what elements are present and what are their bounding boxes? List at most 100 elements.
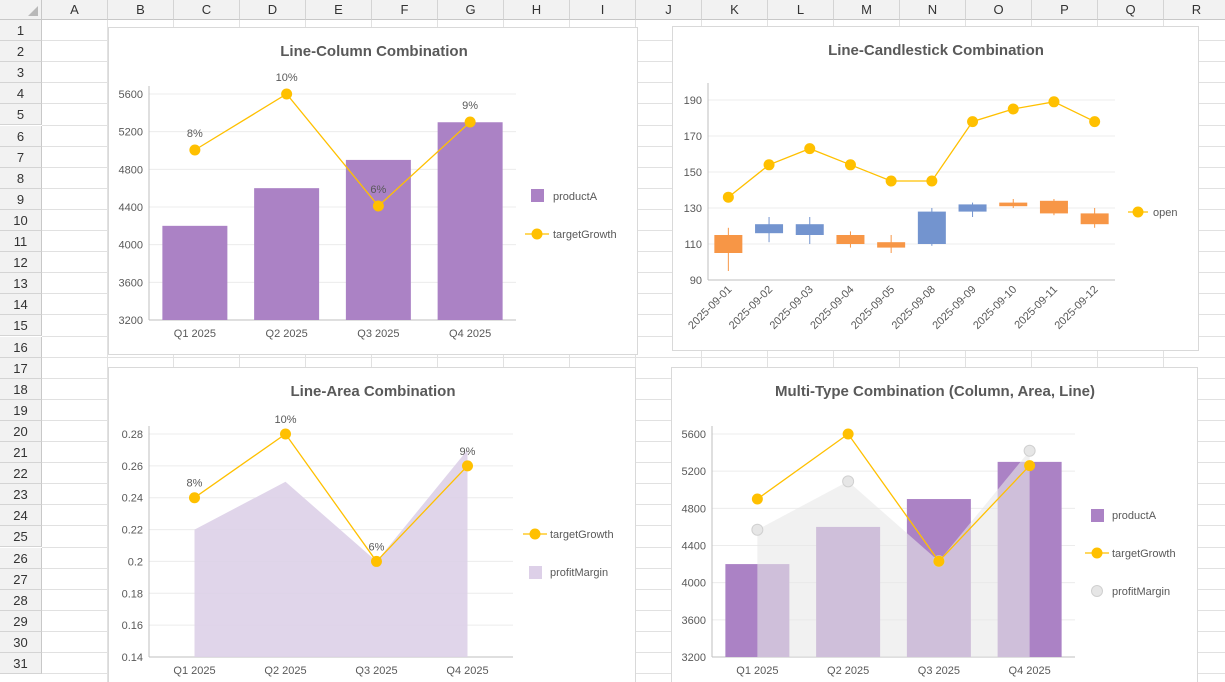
row-header-23[interactable]: 23 xyxy=(0,484,42,506)
row-header-22[interactable]: 22 xyxy=(0,463,42,485)
column-header-f[interactable]: F xyxy=(372,0,438,20)
chart-multi-type[interactable]: Multi-Type Combination (Column, Area, Li… xyxy=(671,367,1198,682)
y-tick-label: 110 xyxy=(684,239,702,251)
row-header-25[interactable]: 25 xyxy=(0,526,42,548)
column-header-g[interactable]: G xyxy=(438,0,504,20)
legend-swatch-producta xyxy=(531,189,544,202)
legend-label-targetgrowth: targetGrowth xyxy=(553,229,617,241)
y-tick-label: 4800 xyxy=(119,164,143,176)
y-tick-label: 4400 xyxy=(119,202,143,214)
chart-title: Multi-Type Combination (Column, Area, Li… xyxy=(775,383,1095,400)
column-header-j[interactable]: J xyxy=(636,0,702,20)
chart-line-candlestick[interactable]: Line-Candlestick Combination 90 110 130 150 1… xyxy=(672,26,1199,351)
row-header-29[interactable]: 29 xyxy=(0,610,42,632)
y-tick-label: 0.22 xyxy=(122,525,143,537)
column-header-e[interactable]: E xyxy=(306,0,372,20)
chart-line-column-plot: Line-Column Combination 3200 3600 4000 4400 4… xyxy=(119,43,617,340)
column-header-d[interactable]: D xyxy=(240,0,306,20)
row-header-8[interactable]: 8 xyxy=(0,167,42,189)
line-marker xyxy=(1089,116,1101,128)
column-header-n[interactable]: N xyxy=(900,0,966,20)
row-header-10[interactable]: 10 xyxy=(0,209,42,231)
column-header-c[interactable]: C xyxy=(174,0,240,20)
series-line-open xyxy=(727,101,1095,198)
row-header-27[interactable]: 27 xyxy=(0,568,42,590)
row-header-26[interactable]: 26 xyxy=(0,547,42,569)
chart-line-area[interactable]: Line-Area Combination 0.14 0.16 0.18 0.2 0.22… xyxy=(108,367,636,682)
column-header-k[interactable]: K xyxy=(702,0,768,20)
row-header-18[interactable]: 18 xyxy=(0,378,42,400)
y-tick-label: 0.24 xyxy=(122,493,143,505)
row-header-24[interactable]: 24 xyxy=(0,505,42,527)
column-header-m[interactable]: M xyxy=(834,0,900,20)
line-marker xyxy=(751,493,763,505)
column-header-o[interactable]: O xyxy=(966,0,1032,20)
line-marker xyxy=(462,460,473,472)
row-header-2[interactable]: 2 xyxy=(0,41,42,63)
row-header-6[interactable]: 6 xyxy=(0,125,42,147)
row-header-28[interactable]: 28 xyxy=(0,589,42,611)
line-marker xyxy=(885,175,897,187)
column-header-h[interactable]: H xyxy=(504,0,570,20)
row-header-19[interactable]: 19 xyxy=(0,399,42,421)
select-all-corner[interactable] xyxy=(0,0,42,20)
line-marker xyxy=(281,88,293,100)
row-header-9[interactable]: 9 xyxy=(0,188,42,210)
row-header-12[interactable]: 12 xyxy=(0,252,42,274)
legend-label-producta: productA xyxy=(1112,510,1157,522)
row-header-13[interactable]: 13 xyxy=(0,273,42,295)
row-header-4[interactable]: 4 xyxy=(0,83,42,105)
row-header-21[interactable]: 21 xyxy=(0,442,42,464)
column-header-p[interactable]: P xyxy=(1032,0,1098,20)
column-header-q[interactable]: Q xyxy=(1098,0,1164,20)
line-marker xyxy=(1024,460,1036,472)
y-tick-label: 190 xyxy=(684,95,702,107)
legend-label-targetgrowth: targetGrowth xyxy=(550,529,614,541)
y-tick-label: 4000 xyxy=(682,578,706,590)
line-marker xyxy=(722,191,734,203)
row-header-5[interactable]: 5 xyxy=(0,104,42,126)
line-marker xyxy=(842,428,854,440)
line-marker xyxy=(371,555,382,567)
legend-label-open: open xyxy=(1153,207,1177,219)
row-header-1[interactable]: 1 xyxy=(0,20,42,42)
row-header-31[interactable]: 31 xyxy=(0,653,42,675)
row-header-11[interactable]: 11 xyxy=(0,231,42,253)
series-line-targetgrowth xyxy=(194,433,468,563)
legend-marker-targetgrowth xyxy=(529,528,541,540)
chart-line-column[interactable]: Line-Column Combination 3200 3600 4000 4400 4… xyxy=(108,27,638,355)
candle-body xyxy=(1080,213,1109,225)
row-header-7[interactable]: 7 xyxy=(0,146,42,168)
y-tick-label: 3600 xyxy=(119,277,143,289)
data-label: 8% xyxy=(187,478,203,490)
y-tick-label: 0.2 xyxy=(128,556,143,568)
x-tick-label: 2025-09-10 xyxy=(971,284,1019,332)
row-header-16[interactable]: 16 xyxy=(0,336,42,358)
column-header-r[interactable]: R xyxy=(1164,0,1225,20)
column-header-i[interactable]: I xyxy=(570,0,636,20)
column-header-a[interactable]: A xyxy=(42,0,108,20)
y-tick-label: 0.18 xyxy=(122,588,143,600)
x-tick-label: Q3 2025 xyxy=(357,328,399,340)
row-header-20[interactable]: 20 xyxy=(0,420,42,442)
y-tick-label: 170 xyxy=(684,131,702,143)
x-tick-label: Q2 2025 xyxy=(827,665,869,677)
chart-title: Line-Area Combination xyxy=(290,383,455,400)
x-tick-label: Q1 2025 xyxy=(173,665,215,677)
row-header-30[interactable]: 30 xyxy=(0,631,42,653)
x-tick-label: Q1 2025 xyxy=(174,328,216,340)
column-header-b[interactable]: B xyxy=(108,0,174,20)
y-tick-label: 5200 xyxy=(119,127,143,139)
y-tick-label: 3200 xyxy=(119,315,143,327)
y-tick-label: 5600 xyxy=(682,429,706,441)
x-tick-label: 2025-09-12 xyxy=(1052,284,1100,332)
series-area-profitmargin xyxy=(194,449,468,657)
row-header-15[interactable]: 15 xyxy=(0,315,42,337)
row-header-17[interactable]: 17 xyxy=(0,357,42,379)
column-bar xyxy=(437,122,503,320)
column-header-l[interactable]: L xyxy=(768,0,834,20)
row-header-14[interactable]: 14 xyxy=(0,294,42,316)
x-tick-label: Q4 2025 xyxy=(446,665,488,677)
row-header-3[interactable]: 3 xyxy=(0,62,42,84)
